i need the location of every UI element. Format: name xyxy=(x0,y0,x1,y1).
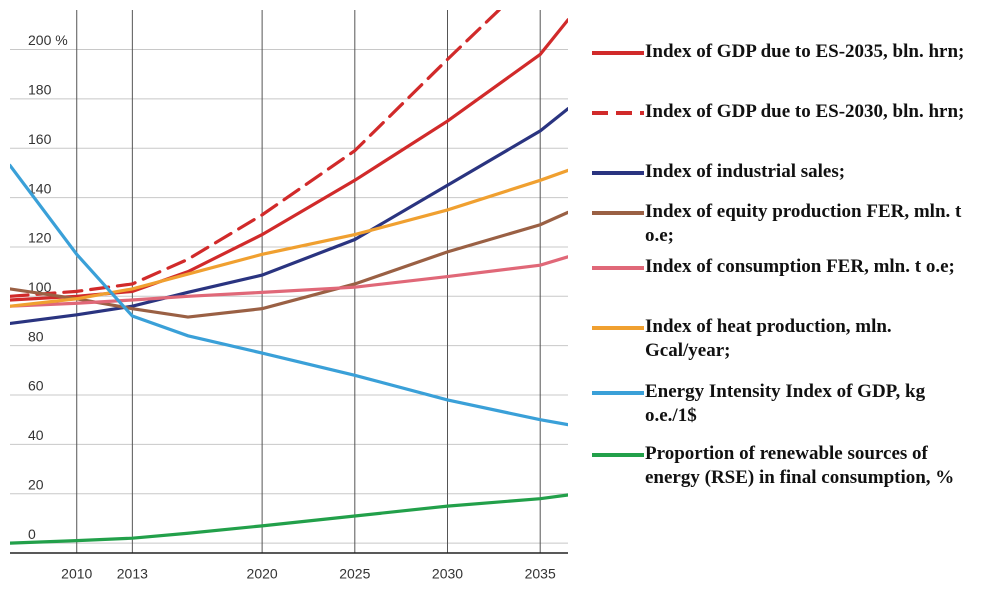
legend-swatch xyxy=(592,111,644,115)
series-line xyxy=(10,18,568,302)
y-tick-label: 140 xyxy=(28,180,52,196)
y-tick-label: 180 xyxy=(28,82,52,98)
legend-swatch xyxy=(592,326,644,330)
y-tick-label: 0 xyxy=(28,526,36,542)
y-tick-label: 20 xyxy=(28,476,44,492)
series-line xyxy=(10,10,502,298)
x-tick-label: 2025 xyxy=(339,566,370,582)
legend-swatch xyxy=(592,211,644,215)
y-tick-label: 120 xyxy=(28,230,52,246)
series-line xyxy=(10,168,568,308)
legend-label: Index of heat production, mln. Gcal/year… xyxy=(645,316,892,361)
legend-label: Proportion of renewable sources of energ… xyxy=(645,443,955,488)
x-tick-label: 2013 xyxy=(117,566,148,582)
x-tick-label: 2020 xyxy=(247,566,278,582)
legend-swatch xyxy=(592,266,644,270)
series-line xyxy=(10,493,568,545)
y-tick-label: 200 % xyxy=(28,32,68,48)
x-tick-label: 2035 xyxy=(525,566,556,582)
legend-label: Index of GDP due to ES-2030, bln. hrn; xyxy=(645,101,965,122)
y-tick-label: 160 xyxy=(28,131,52,147)
legend-label: Index of industrial sales; xyxy=(645,161,846,182)
plot xyxy=(10,10,568,545)
legend-swatch xyxy=(592,51,644,55)
legend-label: Index of equity production FER, mln. t o… xyxy=(645,201,962,246)
legend-swatch xyxy=(592,391,644,395)
y-tick-label: 40 xyxy=(28,427,44,443)
y-tick-label: 80 xyxy=(28,328,44,344)
legend-label: Index of GDP due to ES-2035, bln. hrn; xyxy=(645,41,965,62)
y-tick-label: 60 xyxy=(28,378,44,394)
legend-swatch xyxy=(592,453,644,457)
legend-swatch xyxy=(592,171,644,175)
series-line xyxy=(10,255,568,308)
x-tick-label: 2030 xyxy=(432,566,463,582)
series-line xyxy=(10,163,568,427)
legend-label: Index of consumption FER, mln. t o.e; xyxy=(645,256,955,277)
x-tick-label: 2010 xyxy=(61,566,92,582)
legend-label: Energy Intensity Index of GDP, kg o.e./1… xyxy=(645,381,926,426)
series-line xyxy=(10,107,568,326)
